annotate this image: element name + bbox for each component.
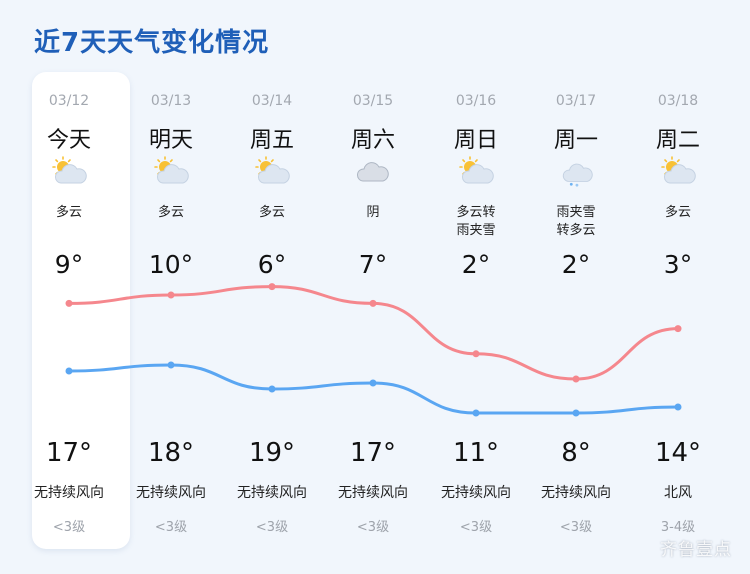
partly-cloudy-icon	[660, 156, 696, 188]
day-low-temp: 14°	[654, 438, 702, 468]
day-wind-level: <3级	[459, 520, 493, 535]
day-name: 周日	[453, 128, 498, 153]
day-condition: 雨夹雪 转多云	[556, 205, 596, 238]
day-name: 明天	[148, 128, 193, 153]
high-temp-point	[65, 299, 73, 307]
day-date: 03/18	[657, 93, 699, 109]
partly-cloudy-icon	[254, 156, 290, 188]
high-temp-point	[674, 325, 682, 333]
day-high-temp: 9°	[54, 250, 84, 279]
today-highlight-card	[32, 72, 130, 549]
low-temp-point	[674, 403, 682, 411]
day-column: 03/18 周二多云 3° 14° 北风 3-4级	[628, 72, 728, 549]
day-name: 周一	[553, 128, 598, 153]
low-temp-point	[268, 385, 276, 393]
day-high-temp: 7°	[358, 250, 388, 279]
day-condition: 多云	[258, 205, 285, 220]
day-wind-level: <3级	[356, 520, 390, 535]
day-condition: 阴	[366, 205, 380, 220]
day-low-temp: 17°	[45, 438, 93, 468]
page-title: 近7天天气变化情况	[34, 28, 270, 58]
partly-cloudy-icon	[51, 156, 87, 188]
day-high-temp: 10°	[148, 250, 194, 279]
day-wind-direction: 北风	[664, 485, 692, 501]
day-date: 03/17	[555, 93, 597, 109]
day-low-temp: 17°	[349, 438, 397, 468]
day-wind-direction: 无持续风向	[34, 485, 104, 501]
day-name: 周二	[655, 128, 700, 153]
overcast-icon	[355, 156, 391, 188]
partly-cloudy-icon	[458, 156, 494, 188]
day-condition: 多云	[664, 205, 691, 220]
day-high-temp: 6°	[257, 250, 287, 279]
day-low-temp: 18°	[147, 438, 195, 468]
day-name: 今天	[46, 128, 91, 153]
day-wind-direction: 无持续风向	[136, 485, 206, 501]
day-column: 03/14 周五多云 6° 19° 无持续风向 <3级	[222, 72, 322, 549]
day-date: 03/15	[352, 93, 394, 109]
day-wind-level: 3-4级	[660, 520, 696, 535]
day-column: 03/16 周日多云转 雨夹雪 2° 11° 无持续风向 <3级	[426, 72, 526, 549]
day-wind-direction: 无持续风向	[441, 485, 511, 501]
low-temp-point	[472, 409, 480, 417]
day-high-temp: 2°	[561, 250, 591, 279]
high-temp-point	[572, 375, 580, 383]
partly-cloudy-icon	[153, 156, 189, 188]
day-high-temp: 3°	[663, 250, 693, 279]
day-name: 周六	[350, 128, 395, 153]
low-temp-point	[65, 367, 73, 375]
day-wind-direction: 无持续风向	[338, 485, 408, 501]
high-temp-point	[167, 291, 175, 299]
day-wind-direction: 无持续风向	[237, 485, 307, 501]
day-column: 03/13 明天多云 10° 18° 无持续风向 <3级	[121, 72, 221, 549]
day-column: 03/12 今天多云 9° 17° 无持续风向 <3级	[19, 72, 119, 549]
day-name: 周五	[249, 128, 294, 153]
low-temp-point	[572, 409, 580, 417]
day-column: 03/17 周一雨夹雪 转多云 2° 8° 无持续风向 <3级	[526, 72, 626, 549]
watermark: 齐鲁壹点	[660, 540, 732, 560]
day-wind-level: <3级	[255, 520, 289, 535]
day-date: 03/12	[48, 93, 90, 109]
day-date: 03/16	[455, 93, 497, 109]
day-high-temp: 2°	[461, 250, 491, 279]
high-temp-point	[369, 299, 377, 307]
low-temp-point	[167, 361, 175, 369]
day-condition: 多云	[55, 205, 82, 220]
day-condition: 多云	[157, 205, 184, 220]
low-temp-line	[67, 363, 680, 415]
day-condition: 多云转 雨夹雪	[456, 205, 496, 238]
high-temp-point	[268, 283, 276, 291]
day-date: 03/14	[251, 93, 293, 109]
day-wind-level: <3级	[52, 520, 86, 535]
day-wind-level: <3级	[559, 520, 593, 535]
sleet-icon	[558, 156, 594, 188]
day-wind-level: <3级	[154, 520, 188, 535]
low-temp-point	[369, 379, 377, 387]
day-wind-direction: 无持续风向	[541, 485, 611, 501]
day-low-temp: 19°	[248, 438, 296, 468]
high-temp-point	[472, 350, 480, 358]
day-date: 03/13	[150, 93, 192, 109]
day-low-temp: 8°	[561, 438, 591, 468]
day-low-temp: 11°	[452, 438, 500, 468]
day-column: 03/15 周六阴 7° 17° 无持续风向 <3级	[323, 72, 423, 549]
